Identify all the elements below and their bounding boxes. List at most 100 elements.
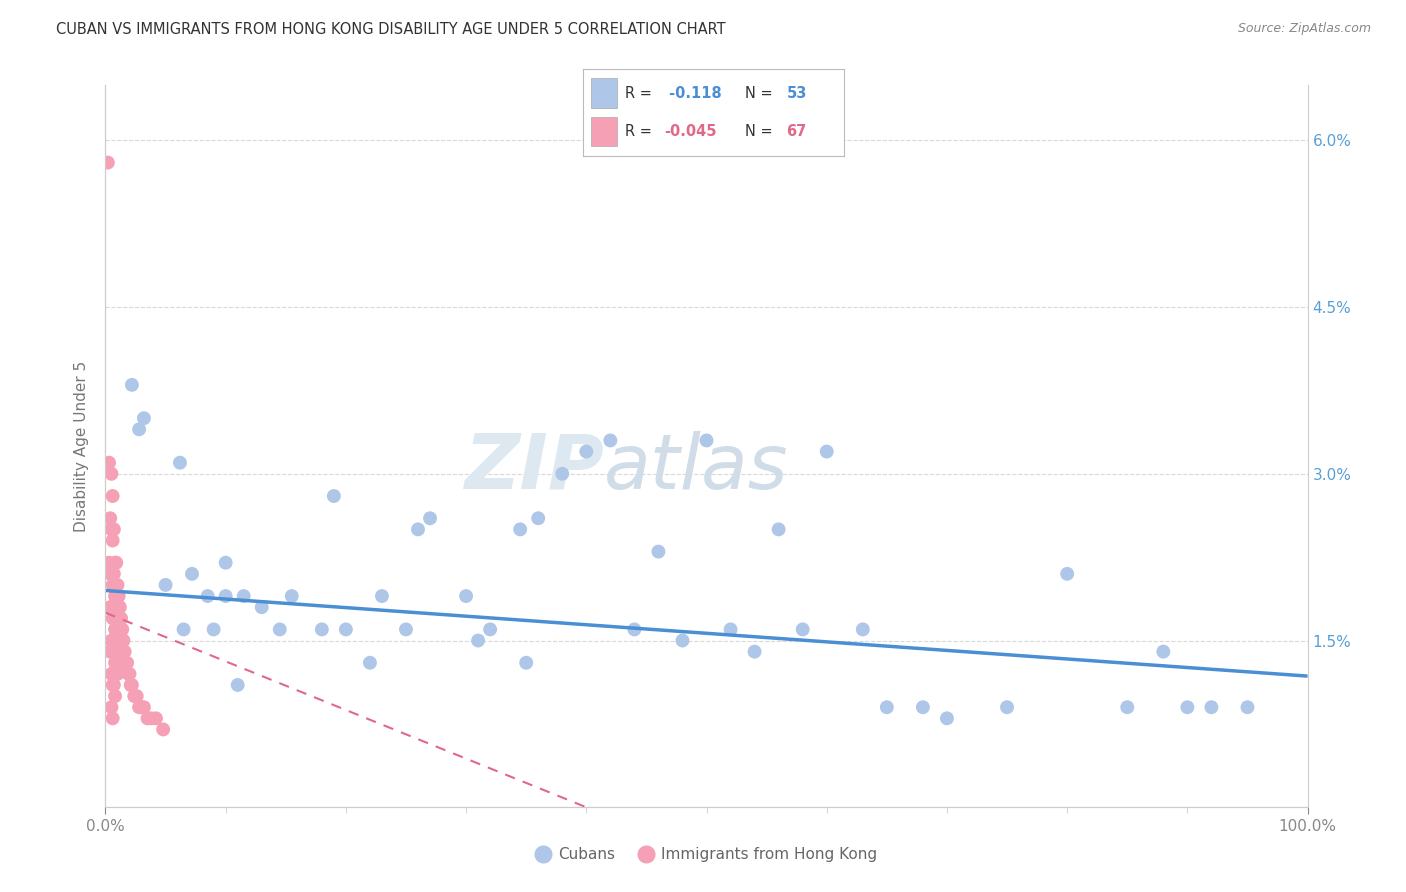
Point [181, 566, 204, 581]
Point [128, 422, 150, 436]
Point [101, 578, 124, 592]
Text: 53: 53 [786, 86, 807, 101]
Point [232, 589, 254, 603]
Bar [592, 117, 617, 146]
Point [117, 666, 139, 681]
Point [101, 678, 124, 692]
Point [101, 533, 124, 548]
Bar [592, 78, 617, 108]
Point [647, 544, 669, 558]
Point [115, 656, 138, 670]
Point [97, 155, 120, 169]
Point [696, 434, 718, 448]
Point [995, 700, 1018, 714]
Point [454, 589, 477, 603]
Point [104, 656, 127, 670]
Text: 67: 67 [786, 124, 807, 139]
Point [322, 489, 344, 503]
Point [202, 623, 225, 637]
Text: -0.045: -0.045 [664, 124, 717, 139]
Point [110, 645, 132, 659]
Text: atlas: atlas [605, 431, 789, 505]
Point [311, 623, 333, 637]
Point [936, 711, 959, 725]
Point [98, 600, 121, 615]
Point [103, 566, 125, 581]
Point [575, 444, 598, 458]
Point [509, 522, 531, 536]
Point [132, 700, 155, 714]
Point [214, 589, 236, 603]
Point [107, 656, 129, 670]
Text: N =: N = [745, 86, 778, 101]
Point [104, 556, 127, 570]
Text: -0.118: -0.118 [664, 86, 721, 101]
Point [145, 711, 167, 725]
Point [1152, 645, 1174, 659]
Point [214, 556, 236, 570]
Point [100, 700, 122, 714]
Point [104, 623, 127, 637]
Point [101, 711, 124, 725]
Point [226, 678, 249, 692]
Point [1175, 700, 1198, 714]
Point [852, 623, 875, 637]
Point [124, 689, 146, 703]
Point [105, 666, 128, 681]
Point [120, 678, 142, 692]
Point [720, 623, 742, 637]
Point [281, 589, 304, 603]
Point [467, 633, 489, 648]
Point [599, 434, 621, 448]
Point [100, 600, 122, 615]
Point [197, 589, 219, 603]
Point [108, 623, 131, 637]
Point [155, 578, 177, 592]
Point [371, 589, 394, 603]
Point [101, 611, 124, 625]
Point [250, 600, 273, 615]
Point [139, 711, 162, 725]
Point [107, 633, 129, 648]
Point [114, 645, 136, 659]
Point [136, 711, 159, 725]
Point [101, 489, 124, 503]
Point [98, 566, 121, 581]
Point [335, 623, 357, 637]
Text: Source: ZipAtlas.com: Source: ZipAtlas.com [1237, 22, 1371, 36]
Point [112, 633, 135, 648]
Y-axis label: Disability Age Under 5: Disability Age Under 5 [75, 360, 90, 532]
Point [132, 411, 155, 425]
Point [100, 566, 122, 581]
Text: CUBAN VS IMMIGRANTS FROM HONG KONG DISABILITY AGE UNDER 5 CORRELATION CHART: CUBAN VS IMMIGRANTS FROM HONG KONG DISAB… [56, 22, 725, 37]
Point [100, 467, 122, 481]
Point [419, 511, 441, 525]
Point [623, 623, 645, 637]
Point [105, 589, 128, 603]
Point [125, 689, 148, 703]
Point [479, 623, 502, 637]
Text: N =: N = [745, 124, 778, 139]
Point [98, 511, 121, 525]
Text: R =: R = [626, 124, 657, 139]
Legend: Cubans, Immigrants from Hong Kong: Cubans, Immigrants from Hong Kong [530, 841, 883, 868]
Point [269, 623, 291, 637]
Point [115, 656, 138, 670]
Point [1056, 566, 1078, 581]
Point [876, 700, 898, 714]
Point [112, 656, 135, 670]
Point [98, 556, 121, 570]
Point [152, 723, 174, 737]
Point [128, 700, 150, 714]
Point [103, 678, 125, 692]
Point [131, 700, 153, 714]
Point [104, 589, 127, 603]
Point [406, 522, 429, 536]
Point [107, 589, 129, 603]
Text: ZIP: ZIP [464, 431, 605, 505]
Point [515, 656, 537, 670]
Point [98, 456, 121, 470]
Point [98, 645, 121, 659]
Point [111, 656, 134, 670]
Point [103, 645, 125, 659]
